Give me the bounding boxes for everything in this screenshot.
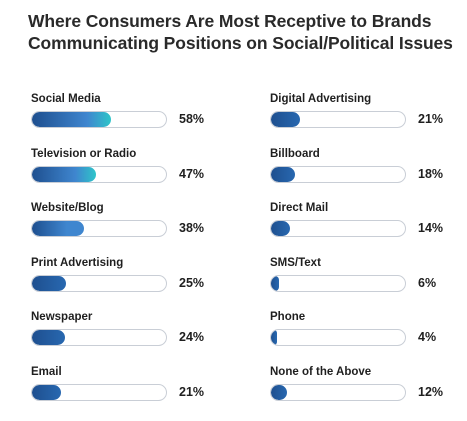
bar-value-label: 24%: [179, 330, 205, 345]
bar-value-label: 6%: [418, 275, 437, 290]
bar-category-label: Website/Blog: [31, 202, 104, 215]
bar-row: Email 21%: [31, 366, 211, 406]
bar: [32, 330, 65, 346]
bar-category-label: Phone: [270, 311, 306, 324]
bar-row: Phone 4%: [270, 311, 450, 351]
bar: [32, 385, 61, 400]
bar-category-label: Email: [31, 366, 62, 378]
bar-value-label: 58%: [179, 112, 205, 126]
bar-value-label: 14%: [418, 221, 444, 236]
bar-row: Direct Mail 14%: [270, 202, 450, 242]
bar-track: [31, 274, 167, 292]
bar-row: None of the Above 12%: [270, 366, 450, 406]
bar-category-label: Social Media: [31, 93, 101, 105]
chart-title-line-1: Where Consumers Are Most Receptive to Br…: [28, 11, 432, 31]
bar-category-label: Digital Advertising: [270, 93, 372, 105]
bar-track: [270, 329, 406, 347]
bar-category-label: Print Advertising: [31, 256, 124, 269]
bar-track: [31, 329, 167, 347]
bar-track: [270, 274, 406, 292]
bar-value-label: 4%: [418, 330, 437, 345]
bar: [32, 221, 84, 237]
bar-row: Social Media 58%: [31, 93, 211, 133]
bar-value-label: 21%: [179, 385, 205, 399]
bar-category-label: Newspaper: [31, 311, 93, 324]
bar: [271, 330, 277, 346]
bar-track: [270, 220, 406, 238]
bar-row: Television or Radio 47%: [31, 148, 211, 188]
bar-track: [31, 220, 167, 238]
bar-value-label: 47%: [179, 166, 205, 181]
bar-row: SMS/Text 6%: [270, 257, 450, 297]
bar-category-label: Billboard: [270, 147, 320, 160]
bar-row: Newspaper 24%: [31, 311, 211, 351]
bar-track: [270, 111, 406, 128]
bar-value-label: 38%: [179, 221, 205, 236]
bar: [32, 166, 96, 182]
bar: [271, 275, 280, 291]
bar-category-label: Direct Mail: [270, 202, 329, 215]
bar-category-label: None of the Above: [270, 366, 372, 378]
chart-title: Where Consumers Are Most Receptive to Br…: [28, 10, 458, 54]
bar-category-label: Television or Radio: [31, 147, 137, 160]
bar-track: [31, 384, 167, 401]
bar: [271, 385, 288, 400]
bar-track: [270, 165, 406, 183]
bar-row: Digital Advertising 21%: [270, 93, 450, 133]
bar-row: Website/Blog 38%: [31, 202, 211, 242]
bar: [271, 166, 296, 182]
bar: [32, 112, 111, 127]
bar: [271, 221, 291, 237]
bar-track: [270, 384, 406, 401]
bar: [32, 275, 66, 291]
bar-track: [31, 111, 167, 128]
bar-value-label: 18%: [418, 166, 444, 181]
bar-row: Billboard 18%: [270, 148, 450, 188]
bar-track: [31, 165, 167, 183]
bar-value-label: 12%: [418, 385, 444, 399]
chart-title-line-2: Communicating Positions on Social/Politi…: [28, 33, 453, 53]
bar-category-label: SMS/Text: [270, 256, 321, 269]
bar-value-label: 21%: [418, 112, 444, 126]
bar-value-label: 25%: [179, 275, 205, 290]
bar-row: Print Advertising 25%: [31, 257, 211, 297]
bar: [271, 112, 300, 127]
